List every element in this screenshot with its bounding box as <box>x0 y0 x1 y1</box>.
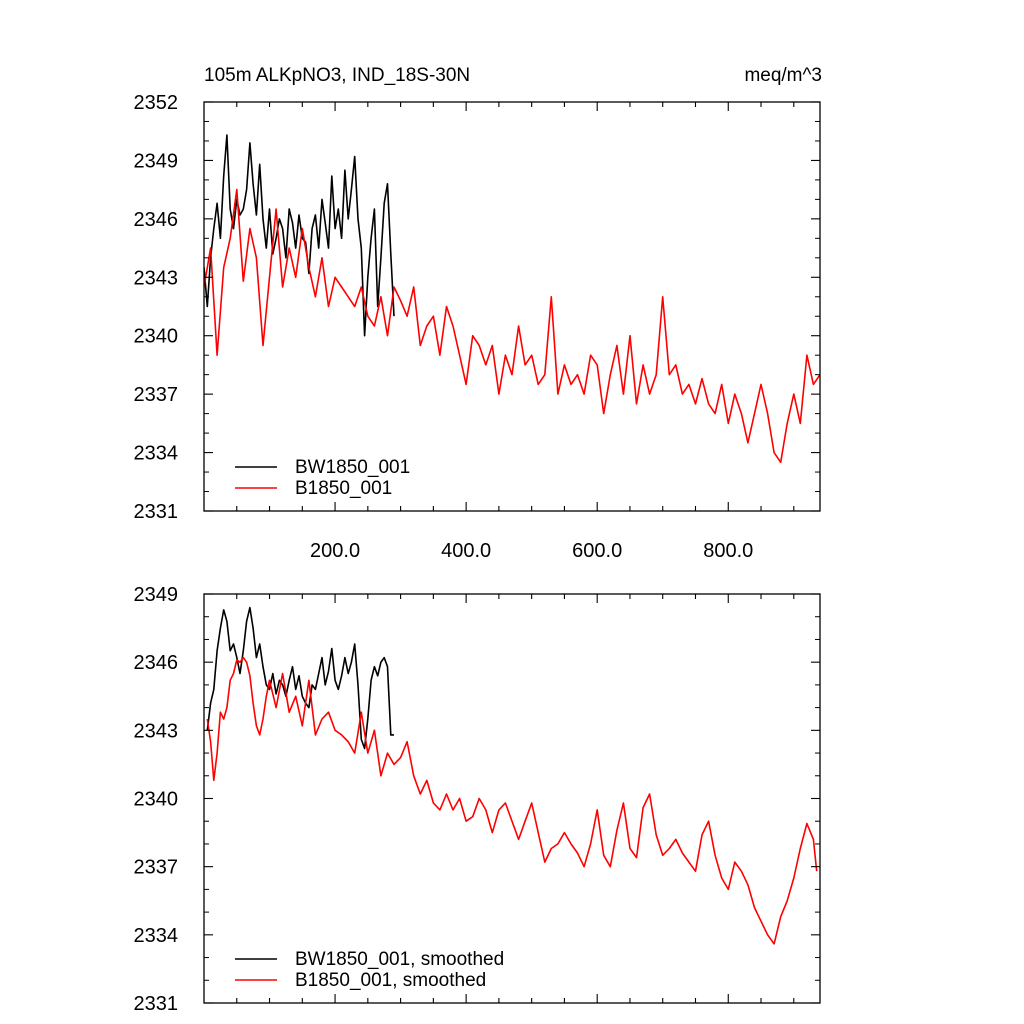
chart-title: 105m ALKpNO3, IND_18S-30N <box>204 65 470 86</box>
bottom-plot-frame <box>203 593 821 1004</box>
bottom-ytick-label: 2331 <box>134 993 179 1015</box>
top-ytick-label: 2340 <box>134 326 179 348</box>
top-xtick-label: 200.0 <box>310 540 360 562</box>
top-series-line-2 <box>204 188 820 464</box>
bottom-panel: 2331 2334 2337 2340 2343 2346 2349 BW1850_001, … <box>134 584 821 1015</box>
top-series-group <box>204 134 820 464</box>
top-series-line-1 <box>204 134 395 337</box>
bottom-ytick-label: 2334 <box>134 925 179 947</box>
top-xtick-label: 800.0 <box>703 540 753 562</box>
top-ytick-label: 2334 <box>134 443 179 465</box>
bottom-ytick-label: 2346 <box>134 652 179 674</box>
top-legend-label-2: B1850_001 <box>295 478 392 499</box>
top-legend-label-1: BW1850_001 <box>295 457 410 478</box>
chart-units: meq/m^3 <box>744 65 822 86</box>
top-ytick-label: 2331 <box>134 501 179 523</box>
top-panel: 2331 2334 2337 2340 2343 2346 2349 2352 200.0 400… <box>134 92 821 562</box>
top-ytick-label: 2346 <box>134 209 179 231</box>
top-ytick-label: 2337 <box>134 384 179 406</box>
top-ytick-label: 2343 <box>134 267 179 289</box>
top-ytick-label: 2349 <box>134 150 179 172</box>
top-xtick-label: 600.0 <box>572 540 622 562</box>
bottom-series-line-1 <box>206 606 394 750</box>
bottom-legend-label-2: B1850_001, smoothed <box>295 970 486 991</box>
top-ytick-label: 2352 <box>134 92 179 114</box>
bottom-ytick-label: 2343 <box>134 720 179 742</box>
bottom-ytick-label: 2337 <box>134 857 179 879</box>
bottom-ytick-label: 2349 <box>134 584 179 606</box>
top-xtick-label: 400.0 <box>441 540 491 562</box>
bottom-series-line-2 <box>206 656 818 945</box>
bottom-legend-label-1: BW1850_001, smoothed <box>295 949 504 970</box>
bottom-series-group <box>206 606 818 945</box>
bottom-ytick-label: 2340 <box>134 789 179 811</box>
top-plot-frame <box>203 101 821 512</box>
